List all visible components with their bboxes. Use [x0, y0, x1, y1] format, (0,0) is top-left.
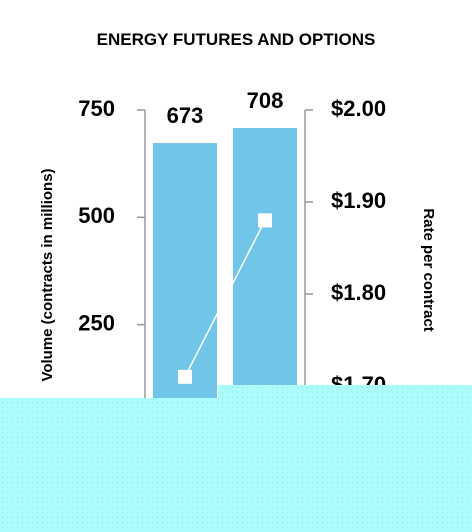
- overlay: [0, 385, 472, 532]
- data-label: 673: [167, 103, 204, 128]
- y-axis-label: Volume (contracts in millions): [39, 168, 56, 381]
- y-tick-label: 250: [78, 310, 115, 335]
- rate-marker: [178, 369, 192, 384]
- data-label: 708: [247, 88, 284, 113]
- rate-marker: [258, 213, 272, 228]
- bar: [233, 128, 297, 433]
- y2-axis-label: Rate per contract: [420, 208, 437, 331]
- y2-tick-label: $2.00: [331, 96, 386, 121]
- y-tick-label: 500: [78, 203, 115, 228]
- rate-line: [184, 220, 266, 378]
- chart-title: ENERGY FUTURES AND OPTIONS: [96, 30, 376, 49]
- y2-tick-label: $1.90: [331, 188, 386, 213]
- bar: [153, 143, 217, 433]
- y-tick-label: 750: [78, 96, 115, 121]
- y2-tick-label: $1.80: [331, 280, 386, 305]
